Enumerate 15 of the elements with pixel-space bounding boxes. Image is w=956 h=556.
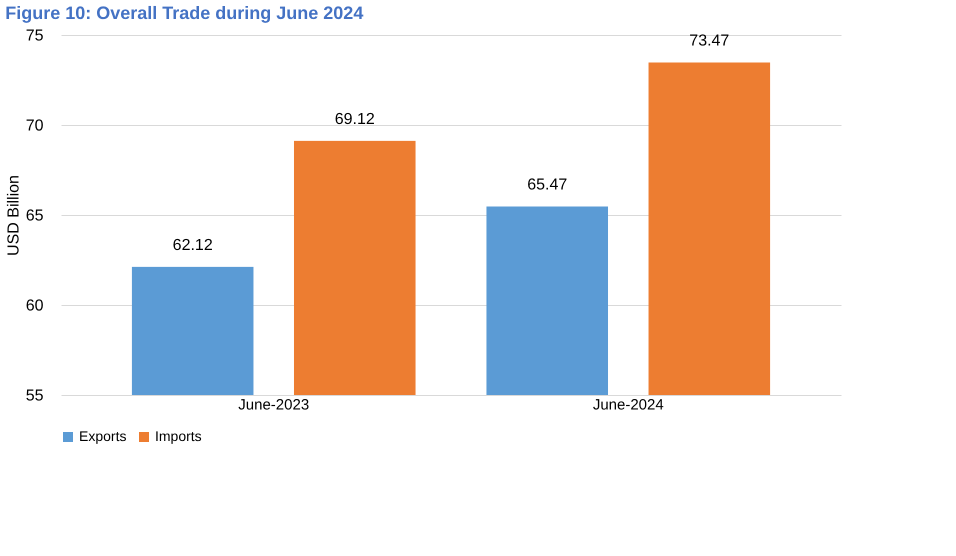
y-tick-label: 65 (26, 208, 44, 224)
data-label: 65.47 (527, 176, 568, 194)
y-tick-label: 75 (26, 28, 44, 44)
data-label: 69.12 (334, 110, 375, 128)
data-label: 62.12 (172, 236, 213, 254)
y-axis-title: USD Billion (6, 175, 23, 256)
x-tick-label: June-2023 (238, 396, 310, 414)
legend-label: Imports (155, 428, 202, 444)
y-tick-label: 70 (26, 118, 44, 134)
data-label: 73.47 (689, 32, 730, 50)
y-tick-label: 55 (26, 388, 44, 404)
y-tick-label: 60 (26, 298, 44, 314)
chart-title: Figure 10: Overall Trade during June 2024 (5, 3, 364, 23)
legend-label: Exports (79, 428, 126, 444)
x-tick-label: June-2024 (592, 396, 664, 414)
